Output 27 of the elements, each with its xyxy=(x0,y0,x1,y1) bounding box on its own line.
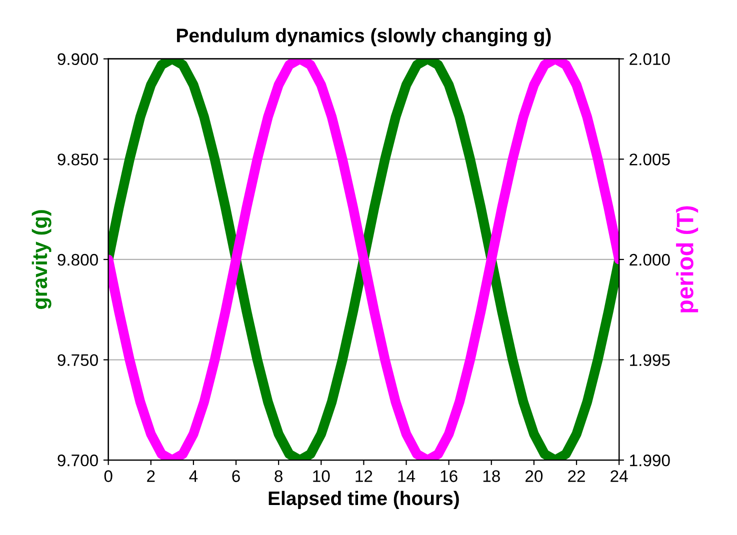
x-axis-title: Elapsed time (hours) xyxy=(268,490,459,510)
x-tick-label: 4 xyxy=(189,470,198,482)
y-tick-label: 9.700 xyxy=(58,454,98,466)
chart-title: Pendulum dynamics (slowly changing g) xyxy=(177,28,551,46)
x-tick-label: 12 xyxy=(356,470,372,482)
x-tick-label: 8 xyxy=(274,470,282,482)
y-tick-label: 9.900 xyxy=(58,53,98,66)
x-tick-label: 10 xyxy=(313,470,330,482)
y-tick-label: 9.850 xyxy=(58,154,98,166)
y2-axis-title: period (T) xyxy=(676,206,698,312)
x-tick-label: 14 xyxy=(398,470,416,482)
x-tick-label: 24 xyxy=(610,470,628,482)
y2-tick-label: 2.000 xyxy=(630,254,670,266)
y2-tick-label: 2.005 xyxy=(630,154,670,166)
x-tick-label: 22 xyxy=(568,470,585,482)
x-tick-label: 18 xyxy=(483,470,500,482)
x-tick-label: 0 xyxy=(104,470,112,482)
y2-tick-label: 1.990 xyxy=(630,454,670,466)
y-tick-label: 9.750 xyxy=(58,354,98,366)
x-tick-label: 20 xyxy=(526,470,543,482)
x-tick-label: 16 xyxy=(440,470,458,482)
x-tick-label: 2 xyxy=(147,470,155,482)
x-tick-label: 6 xyxy=(232,470,240,482)
y-tick-label: 9.800 xyxy=(58,254,98,266)
y2-tick-label: 2.010 xyxy=(630,53,670,66)
y2-tick-label: 1.995 xyxy=(630,354,670,366)
y-axis-title: gravity (g) xyxy=(32,210,52,309)
